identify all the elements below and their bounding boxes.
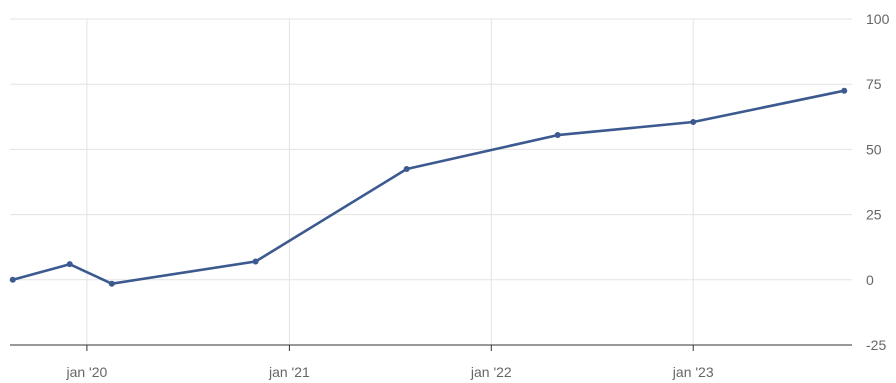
y-tick-label: 50: [866, 141, 882, 157]
y-tick-label: 75: [866, 76, 882, 92]
y-tick-label: -25: [866, 337, 886, 353]
data-point: [403, 165, 410, 172]
data-point: [9, 276, 16, 283]
data-point: [108, 280, 115, 287]
x-tick-label: jan '23: [672, 364, 714, 380]
data-point: [841, 87, 848, 94]
y-tick-label: 25: [866, 207, 882, 223]
data-point: [554, 132, 561, 139]
x-tick-label: jan '22: [470, 364, 512, 380]
y-tick-label: 0: [866, 272, 874, 288]
data-point: [252, 258, 259, 265]
data-point: [690, 119, 697, 126]
data-point: [66, 261, 73, 268]
series-line: [11, 89, 846, 285]
y-tick-label: 100: [866, 11, 890, 27]
x-tick-label: jan '21: [268, 364, 310, 380]
x-tick-label: jan '20: [65, 364, 107, 380]
